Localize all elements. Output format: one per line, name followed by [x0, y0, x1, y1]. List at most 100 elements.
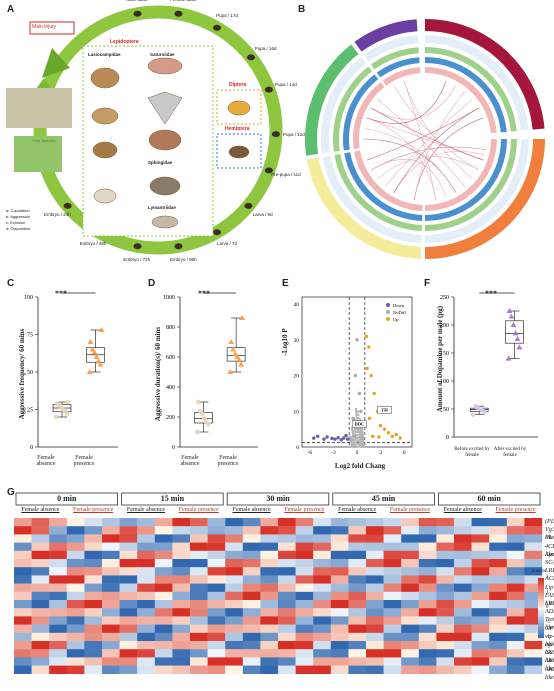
heatmap-cell: [49, 534, 67, 543]
heatmap-cell: [119, 542, 138, 551]
heatmap-cell: [278, 518, 296, 527]
heatmap-cell: [401, 608, 419, 617]
heatmap-cell: [66, 518, 85, 527]
chord-link: [384, 98, 473, 187]
heatmap-cell: [471, 583, 490, 592]
heatmap-cell: [260, 665, 279, 674]
data-point: [351, 429, 354, 432]
heatmap-cell: [295, 641, 314, 650]
heatmap-cell: [295, 559, 314, 568]
heatmap-cell: [84, 550, 103, 560]
heatmap-cell: [137, 583, 155, 592]
heatmap-cell: [242, 600, 261, 609]
zscore-gradient: [538, 629, 544, 631]
heatmap-cell: [49, 542, 67, 551]
track-ring: [363, 35, 419, 62]
heatmap-cell: [242, 567, 261, 576]
heatmap-cell: [225, 542, 243, 551]
heatmap-cell: [260, 649, 279, 658]
host-species-label: Host Species: [32, 138, 56, 143]
heatmap-cell: [383, 542, 402, 551]
heatmap-cell: [366, 600, 384, 609]
data-point: [398, 436, 402, 440]
heatmap-cell: [330, 575, 349, 584]
heatmap-cell: [137, 591, 155, 601]
heatmap-cell: [137, 641, 155, 650]
gene-label: DDC: [354, 422, 364, 427]
heatmap-cell: [49, 575, 67, 584]
data-point: [360, 444, 364, 448]
heatmap-cell: [137, 526, 155, 535]
heatmap-cell: [102, 534, 120, 543]
heatmap-cell: [225, 518, 243, 527]
heatmap-cell: [313, 526, 331, 535]
heatmap-cell: [190, 608, 208, 617]
heatmap-cell: [49, 665, 67, 674]
stage-label: Larva / 7d: [216, 241, 237, 247]
heatmap-cell: [278, 608, 296, 617]
heatmap-cell: [418, 657, 437, 666]
zscore-gradient: [538, 617, 544, 619]
heatmap-cell: [506, 616, 525, 625]
heatmap-cell: [295, 575, 314, 584]
data-point: [356, 442, 360, 446]
data-point: [87, 339, 94, 344]
chart-d-cat-0: Female absence: [180, 455, 200, 467]
heatmap-cell: [207, 657, 226, 666]
panel-label-d: D: [148, 278, 156, 289]
family-label: Lymantriidae: [148, 205, 176, 210]
heatmap-cell: [313, 665, 331, 674]
chart-c-ylabel: Aggressive frequency/ 60 mins: [18, 328, 26, 420]
stage-label: Male adult: [117, 0, 157, 2]
heatmap-cell: [489, 591, 507, 601]
main-injury-label: Main injury: [32, 24, 57, 30]
heatmap-cell: [137, 559, 155, 568]
heatmap-cell: [418, 591, 437, 601]
heatmap-cell: [436, 600, 455, 609]
stage-label: Pupa / 12d: [283, 131, 305, 137]
heatmap-cell: [383, 600, 402, 609]
data-point: [336, 436, 340, 440]
heatmap-cell: [14, 608, 32, 617]
heatmap-cell: [14, 542, 32, 551]
heatmap-cell: [418, 534, 437, 543]
zscore-gradient: [538, 582, 544, 585]
heatmap-cell: [66, 665, 85, 674]
heatmap-cell: [66, 526, 85, 535]
heatmap-cell: [524, 641, 543, 650]
heatmap-cell: [66, 616, 85, 625]
heatmap-cell: [207, 600, 226, 609]
stage-label: Larva / 9d: [252, 211, 273, 217]
group-label: Female presence: [73, 507, 114, 513]
heatmap-cell: [295, 518, 314, 527]
heatmap-cell: [454, 583, 472, 592]
heatmap-cell: [260, 616, 279, 625]
heatmap-cell: [418, 583, 437, 592]
stage-insect-icon: [244, 202, 253, 209]
heatmap-cell: [454, 657, 472, 666]
heatmap-cell: [313, 600, 331, 609]
chart-c-cat-0: Female absence: [36, 455, 56, 467]
heatmap-cell: [313, 575, 331, 584]
data-point: [506, 308, 513, 313]
zscore-gradient: [538, 579, 544, 582]
heatmap-cell: [330, 591, 349, 601]
heatmap-cell: [366, 624, 384, 633]
data-point: [351, 416, 355, 421]
heatmap-cell: [348, 518, 367, 527]
heatmap-cell: [190, 591, 208, 601]
heatmap-cell: [418, 608, 437, 617]
heatmap-cell: [66, 624, 85, 633]
heatmap-cell: [489, 567, 507, 576]
data-point: [316, 434, 320, 438]
heatmap-cell: [506, 600, 525, 609]
heatmap-cell: [471, 526, 490, 535]
heatmap-cell: [102, 575, 120, 584]
heatmap-cell: [66, 641, 85, 650]
heatmap-cell: [154, 616, 173, 625]
group-label: Female absence: [443, 507, 482, 513]
chart-d-aggressive-duration: 0 200 400 600 800 1000: [163, 292, 258, 451]
heatmap-cell: [242, 518, 261, 527]
heatmap-cell: [471, 559, 490, 568]
data-point: [93, 354, 100, 359]
